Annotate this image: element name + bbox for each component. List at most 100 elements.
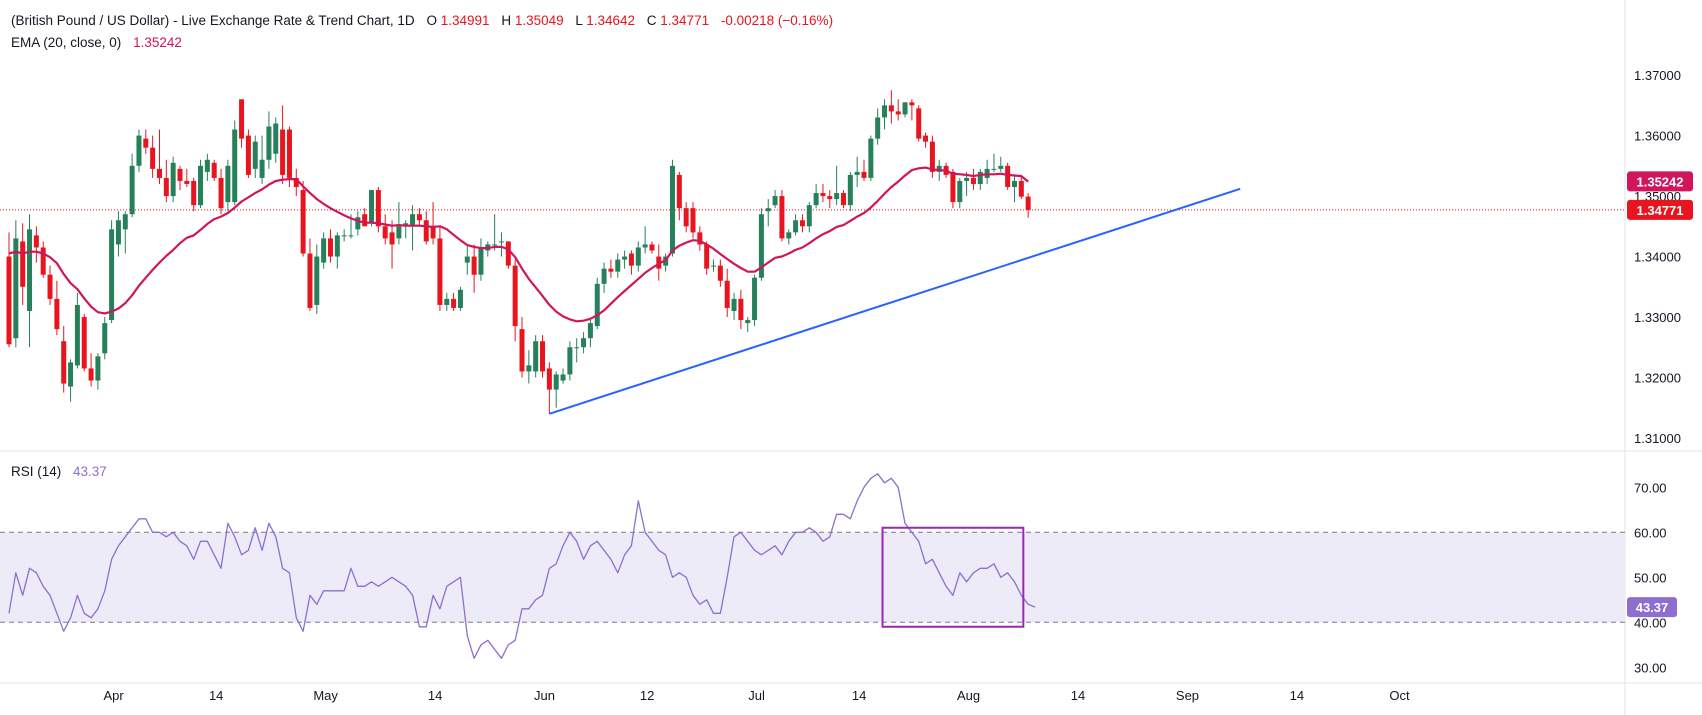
candle-body bbox=[362, 214, 368, 227]
candle-body bbox=[711, 265, 717, 267]
candle bbox=[642, 226, 648, 254]
candle bbox=[533, 335, 539, 378]
candle-body bbox=[286, 129, 292, 178]
candle bbox=[738, 289, 744, 330]
candle bbox=[225, 159, 231, 212]
candle bbox=[882, 99, 888, 130]
candle bbox=[519, 317, 525, 378]
candle-body bbox=[451, 298, 457, 308]
candle-body bbox=[690, 208, 696, 233]
candle-body bbox=[341, 235, 347, 237]
candle bbox=[81, 314, 87, 372]
candle bbox=[129, 153, 135, 218]
candle-body bbox=[498, 241, 504, 243]
candle-body bbox=[902, 102, 908, 115]
candle bbox=[198, 159, 204, 209]
candle bbox=[204, 153, 210, 181]
candle-body bbox=[184, 180, 190, 184]
candle bbox=[1011, 174, 1017, 203]
candle-body bbox=[6, 256, 12, 345]
legend-o-value: 1.34991 bbox=[441, 13, 490, 28]
candle-body bbox=[211, 162, 217, 178]
candle bbox=[327, 229, 333, 263]
candle-body bbox=[594, 283, 600, 327]
legend-rsi-label: RSI (14) bbox=[11, 464, 61, 479]
candle bbox=[998, 156, 1004, 172]
price-tick-label: 1.34000 bbox=[1634, 250, 1681, 265]
legend-c-value: 1.34771 bbox=[660, 13, 709, 28]
candle-body bbox=[512, 265, 518, 327]
candle bbox=[163, 159, 169, 203]
candle-body bbox=[526, 365, 532, 372]
candle-body bbox=[628, 253, 634, 266]
candle bbox=[389, 220, 395, 269]
candle-body bbox=[553, 374, 559, 390]
legend-rsi-value: 43.37 bbox=[73, 464, 107, 479]
candle-body bbox=[68, 362, 74, 387]
ema-20-line bbox=[8, 166, 1029, 323]
candle bbox=[293, 168, 299, 197]
candle bbox=[150, 135, 156, 178]
candle-body bbox=[957, 180, 963, 203]
candle bbox=[628, 250, 634, 275]
candle bbox=[355, 211, 361, 236]
candle-body bbox=[642, 244, 648, 248]
candle-body bbox=[245, 135, 251, 175]
time-tick-label: Aug bbox=[957, 688, 980, 703]
candle bbox=[47, 265, 53, 305]
candle-body bbox=[314, 256, 320, 305]
candle-body bbox=[143, 138, 149, 148]
candle bbox=[786, 229, 792, 245]
candle bbox=[341, 229, 347, 242]
candle bbox=[854, 156, 860, 187]
candle-body bbox=[882, 105, 888, 118]
candle bbox=[731, 292, 737, 321]
candle-body bbox=[115, 220, 121, 245]
candle-body bbox=[348, 235, 354, 237]
legend-ema[interactable]: EMA (20, close, 0) 1.35242 bbox=[11, 35, 182, 50]
candle bbox=[314, 244, 320, 314]
candle-body bbox=[13, 238, 19, 339]
legend-ema-value: 1.35242 bbox=[133, 35, 182, 50]
candle bbox=[587, 320, 593, 348]
candle bbox=[813, 183, 819, 209]
candle bbox=[635, 241, 641, 272]
candle bbox=[27, 214, 33, 348]
candle bbox=[594, 277, 600, 330]
candle-body bbox=[382, 226, 388, 239]
candle bbox=[423, 211, 429, 245]
candle bbox=[13, 220, 19, 348]
candle bbox=[608, 259, 614, 278]
candle-body bbox=[81, 317, 87, 369]
candle-body bbox=[266, 126, 272, 160]
legend-o-label: O bbox=[426, 13, 437, 28]
legend-rsi[interactable]: RSI (14) 43.37 bbox=[11, 464, 107, 479]
time-tick-label: Jun bbox=[534, 688, 555, 703]
candle bbox=[526, 350, 532, 384]
rsi-line bbox=[8, 473, 1036, 659]
rsi-highlight-box bbox=[881, 526, 1025, 628]
candle-body bbox=[218, 177, 224, 209]
candle bbox=[834, 165, 840, 206]
candle-body bbox=[533, 341, 539, 372]
candle bbox=[115, 211, 121, 257]
candle bbox=[717, 259, 723, 287]
candle-body bbox=[416, 214, 422, 221]
candle bbox=[109, 220, 115, 324]
candle-body bbox=[519, 329, 525, 372]
candle-body bbox=[505, 241, 511, 266]
time-tick-label: 14 bbox=[1071, 688, 1085, 703]
rsi-tick-label: 40.00 bbox=[1634, 615, 1667, 630]
candle-body bbox=[355, 217, 361, 230]
candle-body bbox=[758, 214, 764, 278]
candle bbox=[560, 368, 566, 384]
candle bbox=[177, 165, 183, 191]
candle-body bbox=[827, 196, 833, 200]
candle-body bbox=[252, 141, 258, 169]
price-tick-label: 1.36000 bbox=[1634, 129, 1681, 144]
candle-body bbox=[820, 193, 826, 197]
candle bbox=[170, 156, 176, 203]
candle bbox=[581, 332, 587, 354]
candle bbox=[307, 238, 313, 311]
